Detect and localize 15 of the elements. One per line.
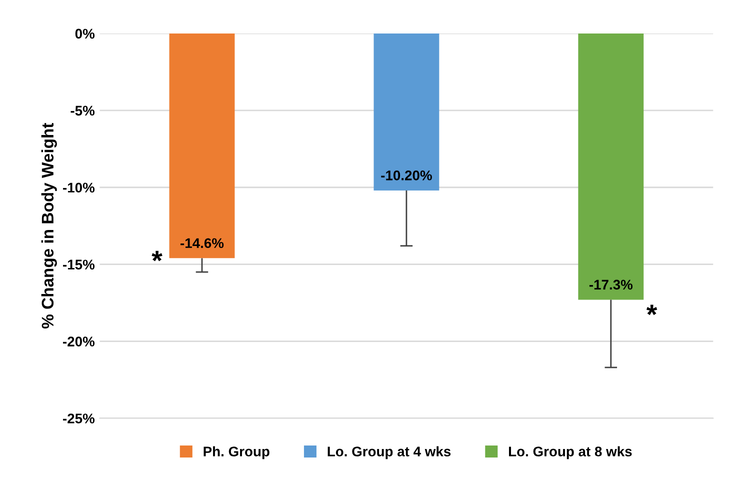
y-tick-label: -15% bbox=[63, 260, 95, 270]
data-label: -14.6% bbox=[180, 238, 224, 248]
legend-label: Ph. Group bbox=[204, 446, 270, 460]
data-label: -17.3% bbox=[589, 280, 633, 290]
y-tick-label: -5% bbox=[70, 106, 95, 116]
y-tick-label: -25% bbox=[63, 414, 95, 424]
y-axis-title: % Change in Body Weight bbox=[41, 122, 57, 329]
annotation: * bbox=[152, 250, 162, 262]
legend-label: Lo. Group at 8 wks bbox=[508, 446, 632, 460]
legend-label: Lo. Group at 4 wks bbox=[328, 446, 451, 460]
annotation: * bbox=[646, 304, 658, 316]
data-label: -10.20% bbox=[381, 170, 432, 180]
y-tick-label: -10% bbox=[63, 182, 95, 193]
y-tick-label: -20% bbox=[63, 336, 95, 346]
y-tick-label: 0% bbox=[75, 28, 95, 39]
